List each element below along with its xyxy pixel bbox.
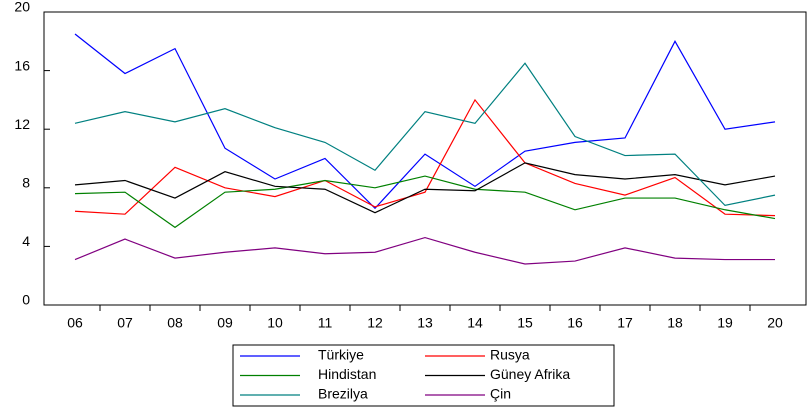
x-tick-label: 13 — [417, 315, 433, 331]
series-line — [74, 98, 776, 217]
x-tick-label: 18 — [667, 315, 683, 331]
x-tick-label: 20 — [767, 315, 783, 331]
legend-label: Rusya — [490, 347, 530, 363]
series-line — [74, 162, 776, 214]
legend-label: Çin — [490, 386, 511, 402]
x-tick-label: 19 — [717, 315, 733, 331]
x-tick-label: 12 — [367, 315, 383, 331]
y-tick-label: 12 — [14, 116, 30, 132]
series-line — [74, 33, 776, 210]
series-line — [74, 236, 775, 265]
x-tick-label: 09 — [217, 315, 233, 331]
plot-frame — [43, 11, 807, 306]
legend-label: Türkiye — [318, 347, 364, 363]
y-tick-label: 8 — [22, 175, 30, 191]
y-tick-label: 20 — [14, 0, 30, 15]
x-tick-label: 16 — [567, 315, 583, 331]
legend-label: Hindistan — [318, 366, 376, 382]
legend-label: Brezilya — [318, 386, 368, 402]
x-tick-label: 17 — [617, 315, 633, 331]
legend-label: Güney Afrika — [490, 366, 570, 382]
series-line — [74, 62, 776, 207]
x-tick-label: 11 — [318, 315, 333, 331]
x-tick-label: 15 — [517, 315, 533, 331]
x-tick-label: 06 — [67, 315, 83, 331]
y-tick-label: 16 — [14, 57, 30, 73]
series-line — [74, 175, 776, 229]
x-tick-label: 10 — [267, 315, 283, 331]
x-tick-label: 14 — [467, 315, 483, 331]
x-tick-label: 08 — [167, 315, 183, 331]
x-tick-label: 07 — [117, 315, 133, 331]
y-tick-label: 0 — [22, 292, 30, 308]
y-tick-label: 4 — [22, 233, 30, 249]
